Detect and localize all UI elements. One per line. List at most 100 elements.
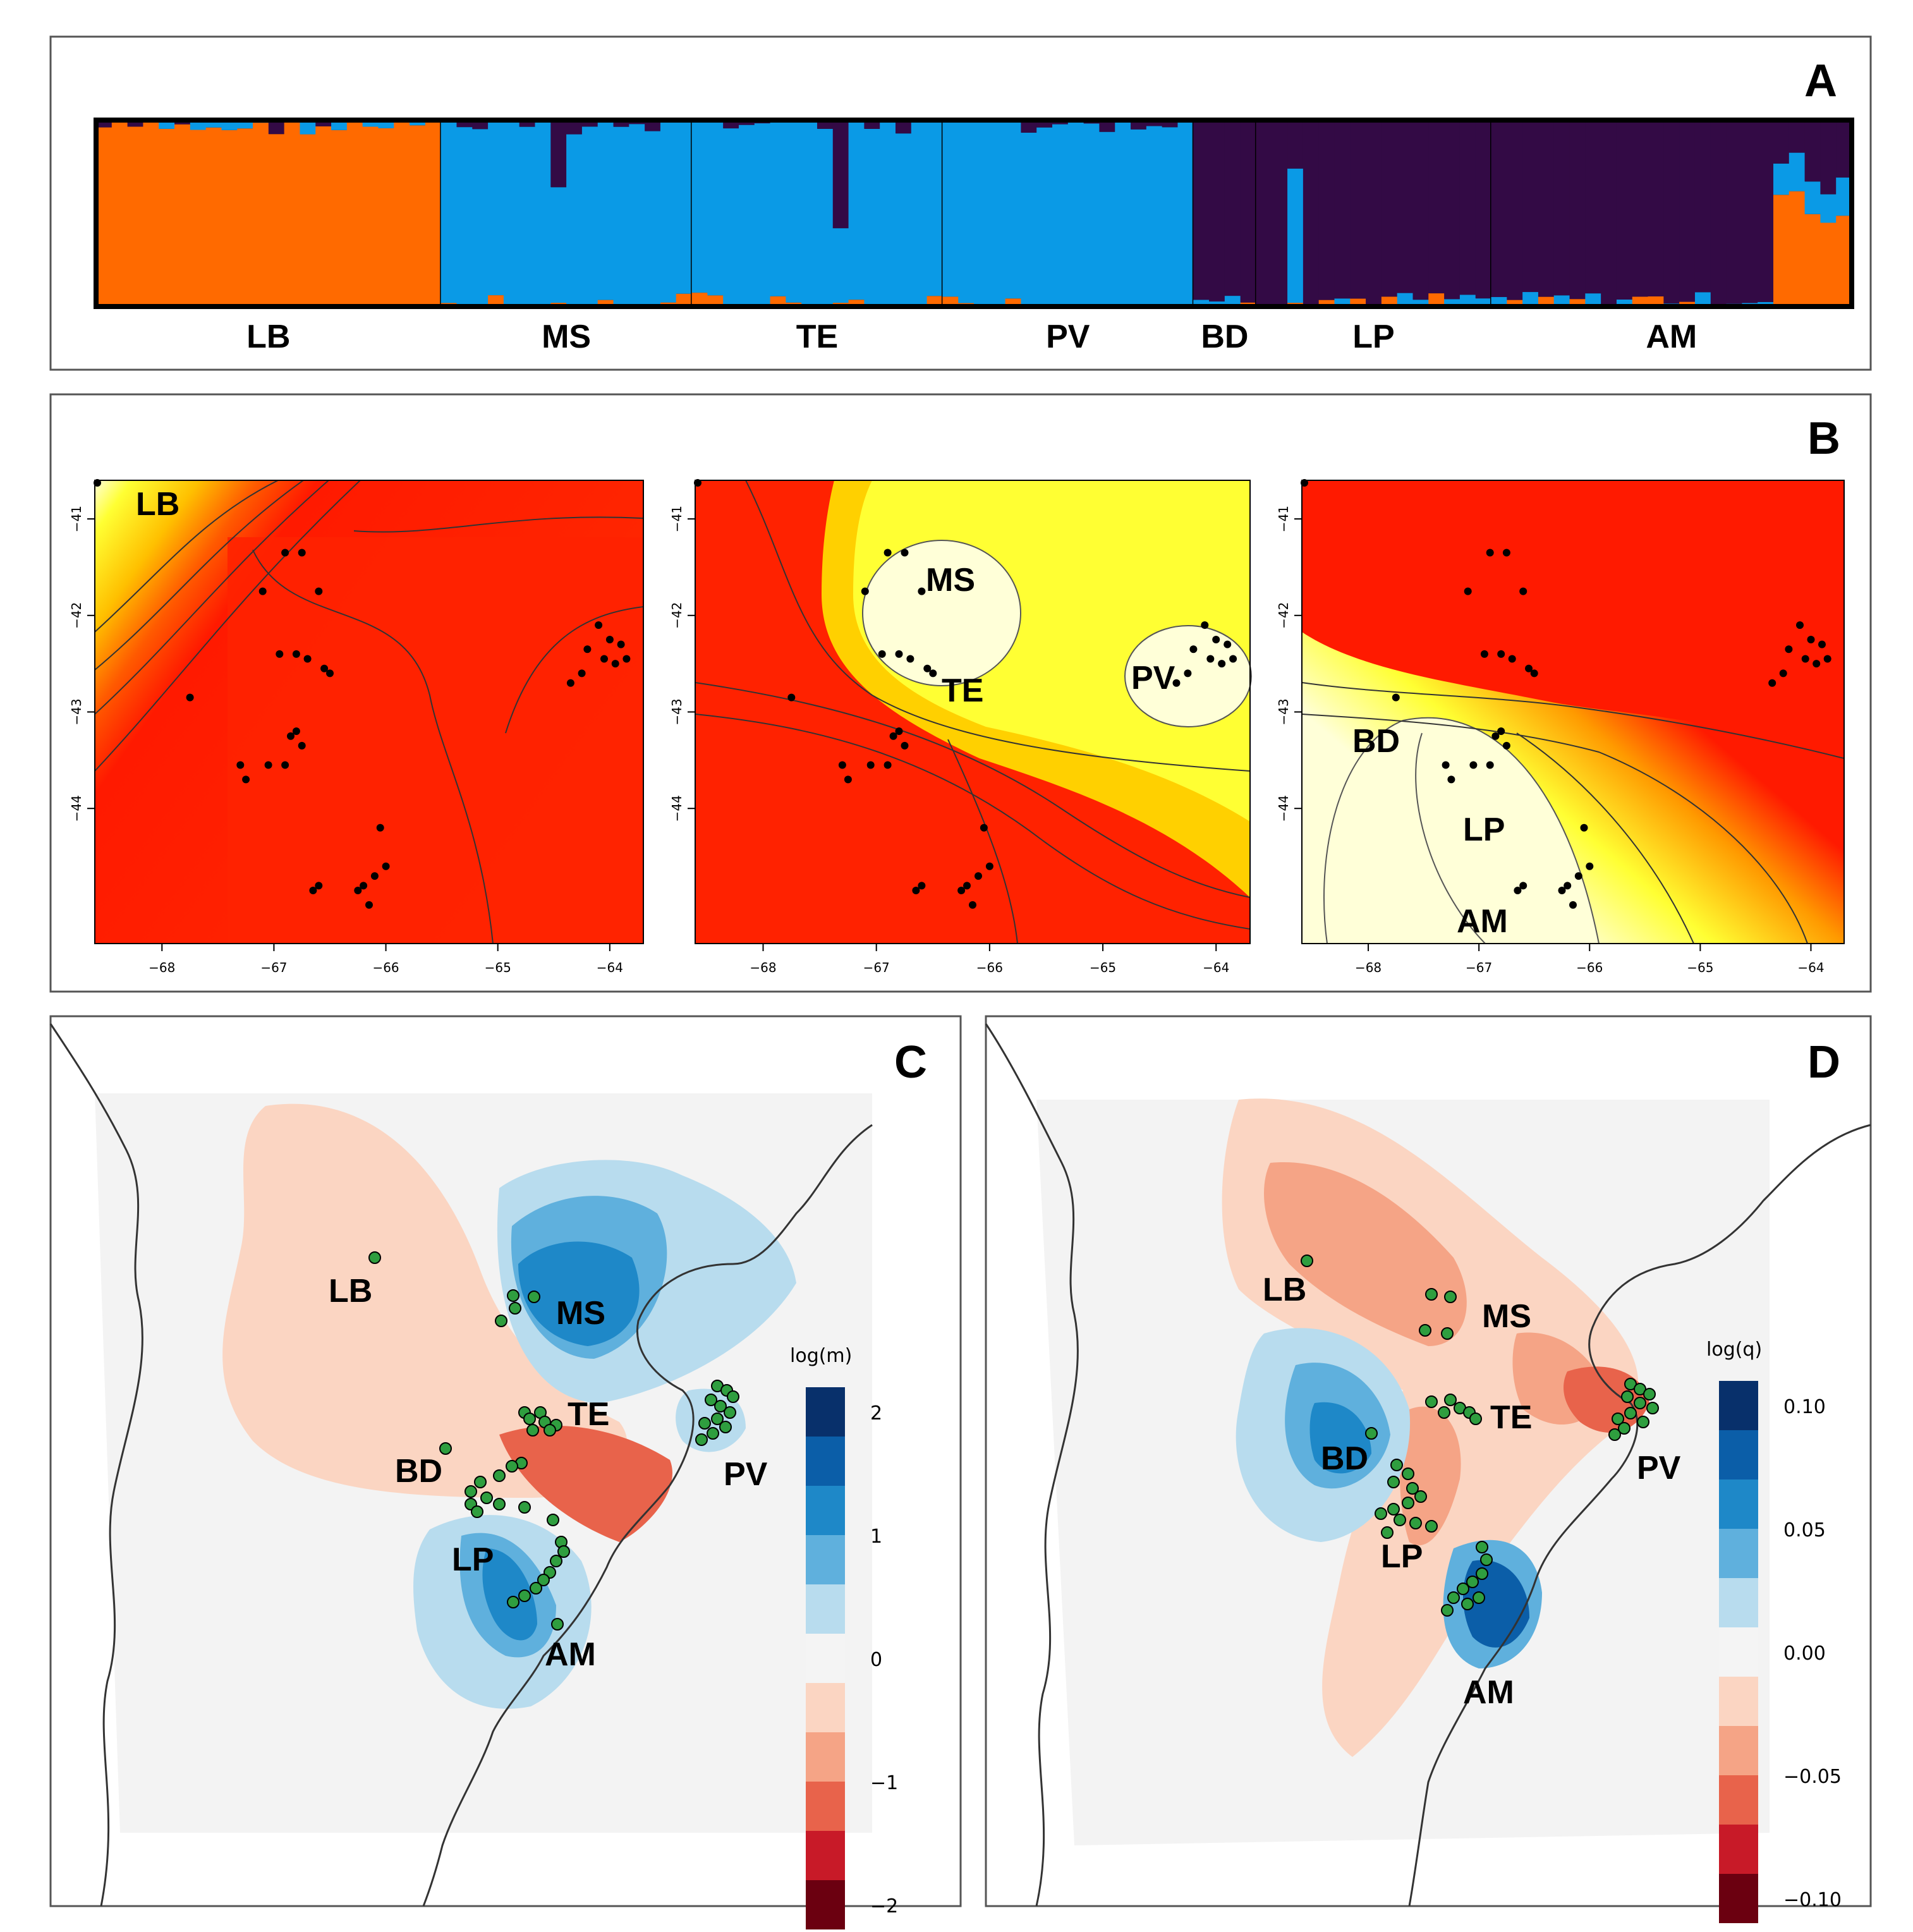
map3-red-top bbox=[1302, 480, 1844, 758]
c-sample-dot bbox=[493, 1469, 506, 1482]
sample-point bbox=[1818, 640, 1826, 648]
admixture-bar-segment bbox=[300, 134, 316, 307]
map2-contour bbox=[695, 682, 1251, 898]
sample-point bbox=[1491, 732, 1500, 740]
c-sample-points bbox=[368, 1251, 739, 1631]
legend-tick-label: 0.05 bbox=[1783, 1519, 1826, 1541]
c-sample-dot bbox=[698, 1417, 711, 1430]
admixture-bar-segment bbox=[1115, 122, 1131, 307]
map2-contour bbox=[947, 739, 1018, 944]
admixture-bar-segment bbox=[1005, 120, 1022, 299]
map2-contour bbox=[695, 714, 1251, 930]
legend-tick-label: −0.10 bbox=[1783, 1889, 1842, 1911]
map3-label-bd: BD bbox=[1352, 723, 1400, 760]
c-sample-dot bbox=[509, 1302, 521, 1315]
admixture-bar-segment bbox=[958, 120, 975, 303]
d-sample-dot bbox=[1476, 1567, 1488, 1580]
admixture-bar-segment bbox=[629, 124, 645, 307]
group-label-lp: LP bbox=[1352, 319, 1394, 355]
admixture-bar-segment bbox=[1616, 120, 1633, 300]
c-label-te: TE bbox=[568, 1396, 609, 1433]
group-label-ms: MS bbox=[542, 319, 591, 355]
sample-point bbox=[1486, 761, 1494, 769]
d-mid-orange bbox=[1264, 1162, 1467, 1346]
d-label-bd: BD bbox=[1321, 1440, 1368, 1477]
c-sample-dot bbox=[547, 1514, 559, 1526]
admixture-bar-segment bbox=[1507, 300, 1523, 307]
c-sample-dot bbox=[714, 1400, 727, 1413]
admixture-bar-segment bbox=[864, 128, 880, 307]
c-sample-dot bbox=[480, 1492, 493, 1504]
map1-fill-red bbox=[228, 537, 643, 944]
sample-point bbox=[622, 655, 631, 663]
sample-point bbox=[315, 882, 323, 890]
admixture-bar-segment bbox=[597, 120, 614, 300]
legend-swatch bbox=[1719, 1479, 1758, 1529]
sample-point bbox=[298, 549, 306, 557]
map3-contour bbox=[1516, 732, 1694, 944]
d-sample-dot bbox=[1381, 1526, 1394, 1539]
admixture-bar-segment bbox=[974, 122, 990, 307]
admixture-bar-segment bbox=[707, 295, 724, 307]
sample-point bbox=[595, 621, 603, 629]
admixture-bar-segment bbox=[1820, 194, 1837, 223]
admixture-bar-segment bbox=[1553, 295, 1570, 307]
admixture-bar-segment bbox=[346, 123, 363, 307]
admixture-bar-segment bbox=[127, 126, 144, 307]
sample-point bbox=[1530, 669, 1538, 677]
sample-point bbox=[975, 872, 982, 880]
legend-swatch bbox=[1719, 1529, 1758, 1578]
sample-point bbox=[901, 549, 909, 557]
map2-label-pv: PV bbox=[1131, 660, 1175, 696]
sample-point bbox=[1768, 679, 1776, 687]
d-label-pv: PV bbox=[1637, 1450, 1681, 1486]
admixture-bar-segment bbox=[378, 128, 394, 307]
admixture-bar-segment bbox=[723, 128, 739, 307]
group-label-pv: PV bbox=[1046, 319, 1090, 355]
sample-point bbox=[1574, 872, 1582, 880]
admixture-bar-segment bbox=[1193, 300, 1210, 307]
legend-swatch bbox=[1719, 1825, 1758, 1874]
c-sample-dot bbox=[368, 1251, 381, 1264]
map3-label-am: AM bbox=[1457, 903, 1508, 940]
admixture-bar-segment bbox=[1820, 222, 1837, 307]
d-sample-dot bbox=[1473, 1591, 1485, 1604]
y-tick-label: −44 bbox=[1276, 795, 1291, 822]
legend-swatch bbox=[1719, 1578, 1758, 1627]
sample-point bbox=[1224, 640, 1232, 648]
legend-tick-label: 0.10 bbox=[1783, 1396, 1826, 1418]
d-sample-dot bbox=[1409, 1517, 1422, 1529]
d-mid-orange-lp bbox=[1400, 1406, 1461, 1546]
sample-point bbox=[611, 660, 619, 668]
admixture-bar-segment bbox=[848, 300, 865, 307]
sample-point bbox=[292, 727, 300, 735]
admixture-bar-segment bbox=[300, 120, 316, 135]
sample-point bbox=[1201, 621, 1209, 629]
legend-swatch bbox=[806, 1831, 845, 1880]
admixture-bar-segment bbox=[566, 134, 583, 307]
sample-point bbox=[1525, 664, 1533, 672]
sample-point bbox=[1785, 645, 1793, 653]
sample-point bbox=[861, 587, 869, 595]
admixture-bar-segment bbox=[221, 130, 238, 307]
d-label-lp: LP bbox=[1381, 1538, 1423, 1575]
c-sample-dot bbox=[474, 1476, 487, 1488]
admixture-bar-segment bbox=[1758, 120, 1774, 302]
admixture-bar-segment bbox=[1648, 120, 1664, 297]
map1-contour bbox=[94, 480, 279, 633]
legend-tick-label: 1 bbox=[870, 1526, 882, 1548]
admixture-bar-segment bbox=[550, 120, 567, 188]
sample-point bbox=[281, 761, 289, 769]
d-sample-dot bbox=[1447, 1591, 1460, 1604]
x-tick-label: −65 bbox=[485, 960, 511, 975]
c-sample-dot bbox=[724, 1406, 736, 1419]
x-tick-label: −65 bbox=[1090, 960, 1116, 975]
d-sample-dot bbox=[1461, 1598, 1474, 1610]
admixture-bar-segment bbox=[1350, 120, 1366, 299]
admixture-bar-segment bbox=[205, 120, 222, 128]
sample-point bbox=[1206, 655, 1215, 663]
y-tick-label: −41 bbox=[69, 506, 84, 532]
admixture-bar-segment bbox=[1773, 163, 1790, 195]
x-tick-label: −67 bbox=[1466, 960, 1492, 975]
map1-contour bbox=[94, 480, 361, 772]
